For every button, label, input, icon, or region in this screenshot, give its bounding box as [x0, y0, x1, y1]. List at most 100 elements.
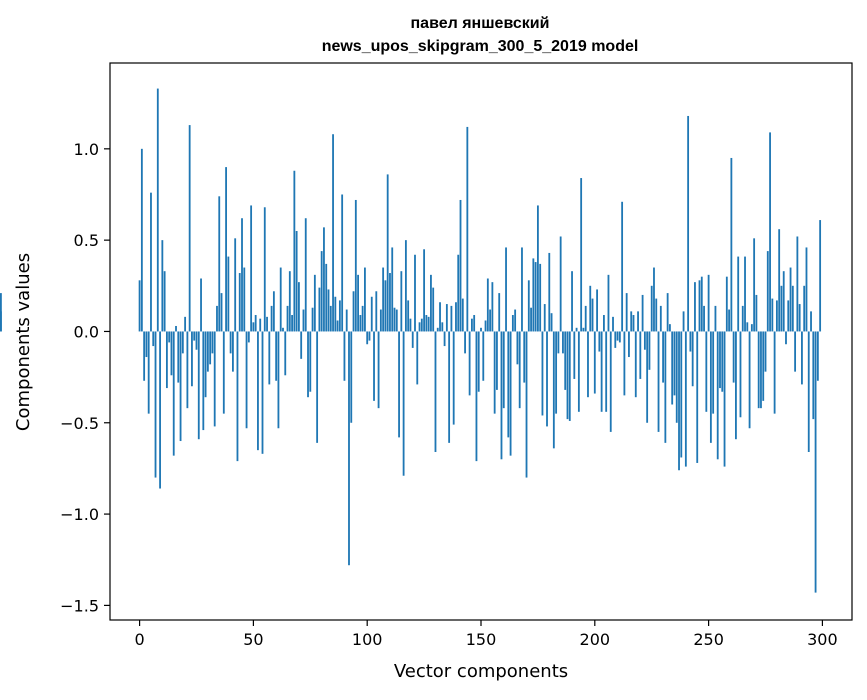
y-tick-label: −0.5	[60, 414, 99, 433]
bar	[605, 331, 608, 412]
bar	[669, 324, 671, 332]
bar	[764, 331, 767, 372]
y-tick-label: 1.0	[74, 140, 99, 159]
bar	[755, 294, 758, 332]
bar	[707, 274, 710, 332]
bar	[316, 331, 319, 443]
bar	[445, 304, 448, 332]
bar	[773, 331, 776, 414]
bar	[459, 199, 462, 332]
bar	[735, 331, 737, 440]
bar	[587, 331, 589, 398]
bar	[443, 331, 446, 347]
bar	[571, 271, 573, 332]
bar	[195, 331, 198, 350]
bar	[714, 305, 717, 332]
bar	[370, 296, 373, 332]
bar	[477, 331, 480, 392]
x-tick-label: 250	[693, 630, 724, 649]
bar	[186, 331, 189, 409]
bar	[200, 278, 202, 332]
bar	[796, 236, 799, 332]
bar	[341, 194, 344, 332]
bar	[323, 227, 325, 332]
bar	[614, 331, 617, 348]
bar	[684, 331, 687, 467]
bar	[580, 178, 583, 332]
bar	[810, 311, 812, 332]
bar	[584, 305, 587, 332]
bar	[241, 218, 243, 332]
bar	[723, 331, 726, 467]
bar	[534, 262, 537, 332]
bar	[361, 305, 364, 332]
bar	[352, 291, 355, 332]
bar	[698, 280, 701, 332]
bar	[375, 291, 378, 332]
bar	[744, 256, 746, 332]
bar	[607, 274, 610, 332]
bar	[261, 331, 264, 454]
bar	[439, 302, 441, 332]
x-axis-label: Vector components	[394, 661, 568, 682]
bar	[466, 126, 469, 332]
bar	[411, 331, 414, 348]
bar	[550, 313, 553, 332]
bar	[175, 325, 177, 332]
bar	[666, 293, 669, 332]
bar	[491, 282, 494, 332]
bar	[648, 331, 651, 370]
bar	[657, 331, 660, 432]
bar	[675, 331, 678, 423]
bar	[514, 309, 517, 332]
bar	[222, 331, 225, 414]
bar	[632, 315, 635, 332]
bar	[236, 331, 239, 462]
bar	[548, 252, 551, 332]
bar	[170, 331, 173, 376]
bar	[282, 327, 284, 332]
bar	[284, 331, 287, 376]
bar	[771, 298, 774, 332]
bar	[780, 285, 783, 332]
bar	[156, 88, 159, 332]
bar	[712, 331, 715, 414]
bar	[628, 331, 630, 358]
bar	[295, 231, 298, 332]
bar	[373, 331, 375, 401]
bar	[523, 331, 526, 383]
bar	[382, 267, 385, 332]
bar	[163, 271, 166, 332]
bar	[762, 331, 765, 401]
bar	[270, 305, 273, 332]
bar	[589, 285, 592, 332]
bar	[277, 331, 280, 429]
bar	[179, 331, 182, 442]
bar	[320, 251, 323, 332]
bar	[664, 331, 667, 443]
x-tick-label: 300	[807, 630, 838, 649]
bar	[536, 205, 539, 332]
bar	[266, 316, 268, 332]
bar	[384, 280, 387, 332]
bar	[293, 170, 296, 332]
x-tick-label: 200	[580, 630, 611, 649]
y-tick-label: 0.0	[74, 322, 99, 341]
bar	[596, 289, 598, 332]
bar	[416, 331, 419, 385]
bar	[521, 247, 523, 332]
bar	[480, 327, 482, 332]
bar	[593, 331, 596, 394]
y-axis-label: Components values	[13, 253, 34, 431]
bar	[502, 331, 505, 409]
bar	[257, 331, 259, 451]
bar	[0, 293, 2, 332]
bar	[482, 331, 485, 381]
bar	[489, 309, 492, 332]
bar	[391, 247, 394, 332]
bar	[573, 331, 576, 379]
bar	[197, 331, 200, 440]
bar	[348, 331, 350, 566]
bar	[193, 331, 196, 341]
bar	[557, 331, 560, 354]
